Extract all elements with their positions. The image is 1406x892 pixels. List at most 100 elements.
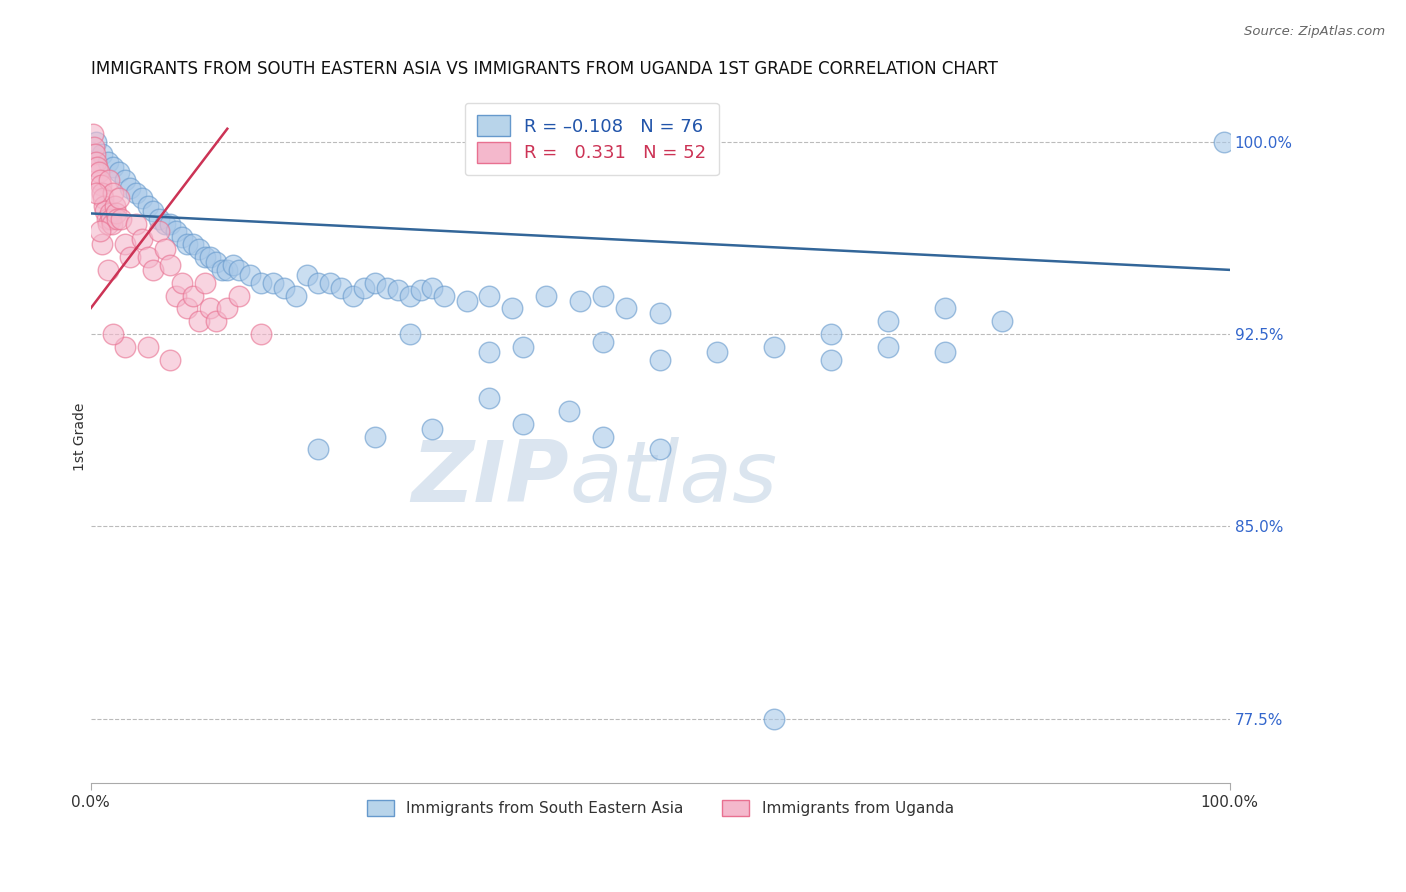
Point xyxy=(142,263,165,277)
Point xyxy=(501,301,523,316)
Point xyxy=(205,255,228,269)
Point xyxy=(136,250,159,264)
Point xyxy=(170,229,193,244)
Point xyxy=(330,281,353,295)
Point xyxy=(131,232,153,246)
Legend: Immigrants from South Eastern Asia, Immigrants from Uganda: Immigrants from South Eastern Asia, Immi… xyxy=(359,793,962,824)
Point xyxy=(97,263,120,277)
Point xyxy=(422,281,444,295)
Point xyxy=(820,326,842,341)
Point xyxy=(103,186,125,200)
Point xyxy=(934,345,956,359)
Point xyxy=(193,276,215,290)
Text: Source: ZipAtlas.com: Source: ZipAtlas.com xyxy=(1244,25,1385,38)
Point xyxy=(478,391,501,405)
Point xyxy=(153,243,176,257)
Point xyxy=(103,326,125,341)
Point xyxy=(187,314,209,328)
Point xyxy=(228,263,250,277)
Point xyxy=(222,258,245,272)
Point xyxy=(295,268,318,282)
Point xyxy=(592,430,614,444)
Point xyxy=(205,314,228,328)
Point xyxy=(763,712,786,726)
Point xyxy=(200,301,222,316)
Point xyxy=(512,417,534,431)
Point xyxy=(387,284,409,298)
Point xyxy=(84,155,107,169)
Point xyxy=(131,191,153,205)
Point xyxy=(1213,135,1236,149)
Point xyxy=(422,422,444,436)
Point xyxy=(217,263,239,277)
Point xyxy=(98,206,121,220)
Point xyxy=(342,288,364,302)
Point xyxy=(103,160,125,174)
Point xyxy=(93,199,115,213)
Point xyxy=(409,284,432,298)
Point xyxy=(108,165,131,179)
Point xyxy=(91,147,114,161)
Point xyxy=(364,276,387,290)
Point xyxy=(153,217,176,231)
Point xyxy=(120,250,142,264)
Point xyxy=(86,160,108,174)
Point xyxy=(84,147,107,161)
Point xyxy=(165,288,187,302)
Point xyxy=(307,276,329,290)
Point xyxy=(991,314,1014,328)
Point xyxy=(91,186,114,200)
Point xyxy=(83,139,105,153)
Point xyxy=(148,211,170,226)
Point xyxy=(820,352,842,367)
Point xyxy=(375,281,398,295)
Point xyxy=(148,224,170,238)
Point xyxy=(97,217,120,231)
Point xyxy=(558,404,581,418)
Point xyxy=(250,326,273,341)
Point xyxy=(433,288,456,302)
Point xyxy=(364,430,387,444)
Point xyxy=(105,211,128,226)
Point xyxy=(89,173,111,187)
Point xyxy=(91,191,114,205)
Point xyxy=(90,178,112,193)
Point xyxy=(228,288,250,302)
Point xyxy=(592,334,614,349)
Point xyxy=(94,203,117,218)
Point xyxy=(136,340,159,354)
Point xyxy=(706,345,728,359)
Point xyxy=(512,340,534,354)
Point xyxy=(87,165,110,179)
Point xyxy=(217,301,239,316)
Point xyxy=(159,217,181,231)
Point xyxy=(125,217,148,231)
Point xyxy=(239,268,262,282)
Point xyxy=(114,173,136,187)
Point xyxy=(101,217,124,231)
Point xyxy=(170,276,193,290)
Point xyxy=(478,345,501,359)
Point xyxy=(176,237,198,252)
Point xyxy=(82,127,104,141)
Point xyxy=(398,288,420,302)
Point xyxy=(114,340,136,354)
Point xyxy=(650,442,672,457)
Point xyxy=(763,340,786,354)
Point xyxy=(159,352,181,367)
Point xyxy=(103,199,125,213)
Point xyxy=(89,224,111,238)
Point xyxy=(165,224,187,238)
Text: atlas: atlas xyxy=(569,437,778,520)
Point xyxy=(284,288,307,302)
Point xyxy=(104,206,127,220)
Point xyxy=(569,293,592,308)
Point xyxy=(273,281,295,295)
Point xyxy=(650,352,672,367)
Point xyxy=(536,288,558,302)
Text: IMMIGRANTS FROM SOUTH EASTERN ASIA VS IMMIGRANTS FROM UGANDA 1ST GRADE CORRELATI: IMMIGRANTS FROM SOUTH EASTERN ASIA VS IM… xyxy=(90,60,997,78)
Point xyxy=(934,301,956,316)
Point xyxy=(181,237,204,252)
Point xyxy=(114,237,136,252)
Point xyxy=(120,181,142,195)
